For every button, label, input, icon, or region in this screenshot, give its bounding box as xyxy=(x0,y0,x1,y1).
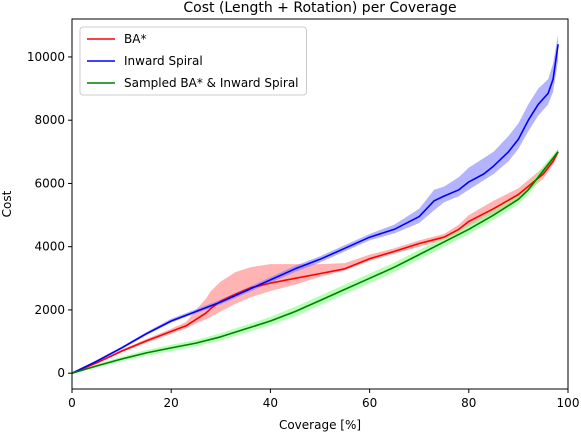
x-tick-label-3: 60 xyxy=(362,396,377,410)
legend: BA* Inward Spiral Sampled BA* & Inward Spi… xyxy=(79,26,307,96)
y-axis-ticks: 0 2000 4000 6000 8000 10000 xyxy=(27,50,72,380)
legend-label-2: Sampled BA* & Inward Spiral xyxy=(124,76,299,90)
y-tick-label-2: 4000 xyxy=(34,240,65,254)
series-line-0 xyxy=(71,151,559,374)
y-tick-label-4: 8000 xyxy=(34,113,65,127)
x-axis-label: Coverage [%] xyxy=(279,418,361,432)
x-tick-label-1: 20 xyxy=(164,396,179,410)
y-axis-label: Cost xyxy=(0,190,14,217)
y-tick-label-1: 2000 xyxy=(34,303,65,317)
series-band-0 xyxy=(72,148,559,374)
legend-label-1: Inward Spiral xyxy=(124,54,203,68)
legend-label-0: BA* xyxy=(124,32,146,46)
series-line-2 xyxy=(71,151,559,374)
chart-title: Cost (Length + Rotation) per Coverage xyxy=(183,0,456,16)
plot-frame xyxy=(71,18,569,390)
x-tick-label-4: 80 xyxy=(461,396,476,410)
y-tick-label-5: 10000 xyxy=(27,50,65,64)
x-axis-ticks: 0 20 40 60 80 100 xyxy=(68,389,579,410)
x-tick-label-5: 100 xyxy=(557,396,580,410)
x-tick-label-0: 0 xyxy=(68,396,76,410)
series-line-1 xyxy=(71,44,559,374)
y-tick-label-0: 0 xyxy=(57,366,65,380)
legend-box xyxy=(79,26,307,96)
y-tick-label-3: 6000 xyxy=(34,176,65,190)
confidence-bands xyxy=(72,34,559,374)
x-tick-label-2: 40 xyxy=(263,396,278,410)
series-lines xyxy=(71,44,559,374)
